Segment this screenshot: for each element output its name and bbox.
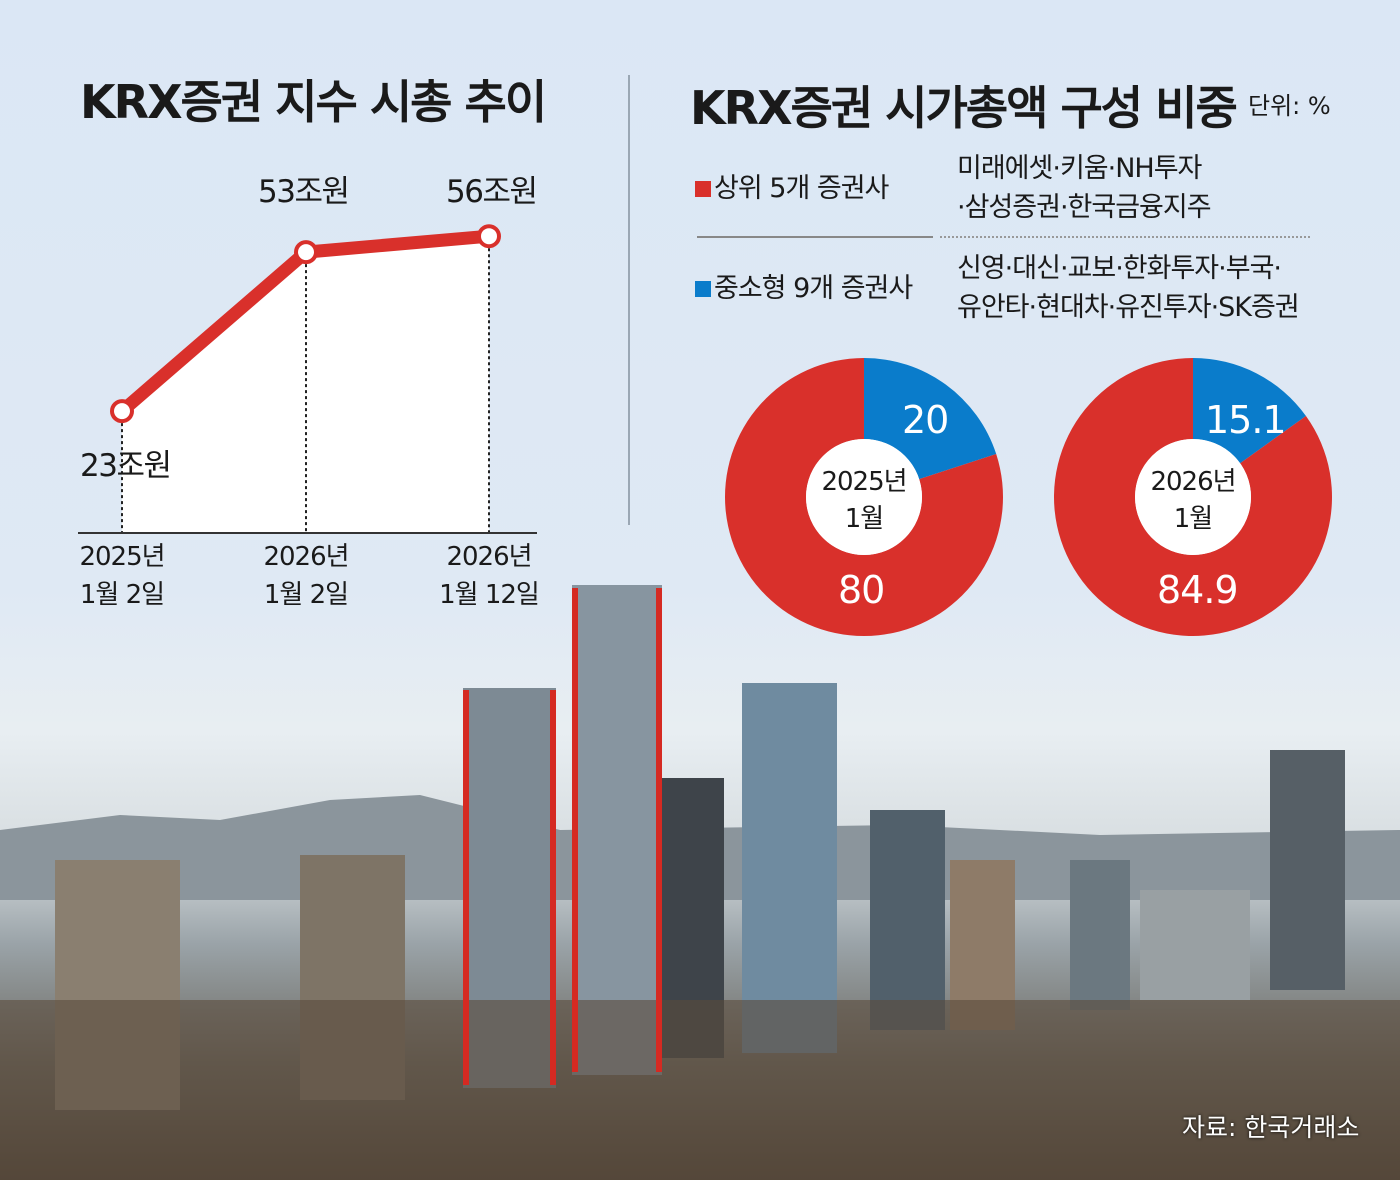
legend-members: 유안타·현대차·유진투자·SK증권 — [957, 292, 1300, 323]
tick-year: 2026년 — [446, 542, 532, 572]
center-year: 2026년 — [1150, 467, 1236, 497]
tick-year: 2025년 — [79, 542, 165, 572]
donut-center-label: 2026년 1월 — [1123, 464, 1263, 538]
donut-slice-top5 — [725, 358, 1004, 636]
center-month: 1월 — [844, 504, 884, 534]
divider — [628, 75, 630, 525]
unit-label: 단위: % — [1248, 92, 1331, 120]
legend-label: 상위 5개 증권사 — [714, 173, 889, 204]
x-tick-label: 2025년 1월 2일 — [52, 538, 192, 614]
donut-hole — [806, 439, 922, 555]
donut-value-top5: 80 — [838, 568, 885, 612]
donut-value-mid9: 15.1 — [1205, 398, 1287, 442]
legend-members: 신영·대신·교보·한화투자·부국· — [957, 253, 1282, 284]
tick-year: 2026년 — [263, 542, 349, 572]
center-month: 1월 — [1173, 504, 1213, 534]
legend-divider — [697, 236, 933, 238]
left-title: KRX증권 지수 시총 추이 — [80, 75, 547, 129]
donut-slice-top5 — [1054, 358, 1332, 636]
source-note: 자료: 한국거래소 — [1182, 1113, 1360, 1142]
donut-slice-mid9 — [864, 358, 997, 480]
legend-divider-dotted — [940, 236, 1310, 238]
data-label: 53조원 — [258, 174, 350, 210]
right-title: KRX증권 시가총액 구성 비중 — [690, 81, 1238, 135]
legend-label: 중소형 9개 증권사 — [714, 273, 913, 304]
data-label: 56조원 — [446, 174, 538, 210]
legend-members: ·삼성증권·한국금융지주 — [957, 192, 1212, 223]
legend-swatch-blue — [695, 281, 711, 297]
data-point — [294, 240, 318, 265]
tick-date: 1월 2일 — [263, 580, 349, 610]
data-point — [477, 224, 501, 249]
tick-date: 1월 2일 — [79, 580, 165, 610]
donut-slice-mid9 — [1193, 358, 1306, 464]
data-label: 23조원 — [80, 448, 172, 484]
donut-hole — [1135, 439, 1251, 555]
buildings — [0, 585, 1400, 1180]
legend-members: 미래에셋·키움·NH투자 — [957, 153, 1202, 184]
x-tick-label: 2026년 1월 2일 — [236, 538, 376, 614]
legend-item-mid9: 중소형 9개 증권사 — [695, 266, 913, 305]
donut-value-top5: 84.9 — [1157, 568, 1239, 612]
legend-item-top5: 상위 5개 증권사 — [695, 166, 889, 205]
x-tick-label: 2026년 1월 12일 — [419, 538, 559, 614]
tick-date: 1월 12일 — [439, 580, 540, 610]
donut-center-label: 2025년 1월 — [794, 464, 934, 538]
center-year: 2025년 — [821, 467, 907, 497]
tower-red-frames — [463, 588, 662, 1085]
data-point — [110, 399, 134, 424]
donut-value-mid9: 20 — [902, 398, 949, 442]
legend-swatch-red — [695, 181, 711, 197]
